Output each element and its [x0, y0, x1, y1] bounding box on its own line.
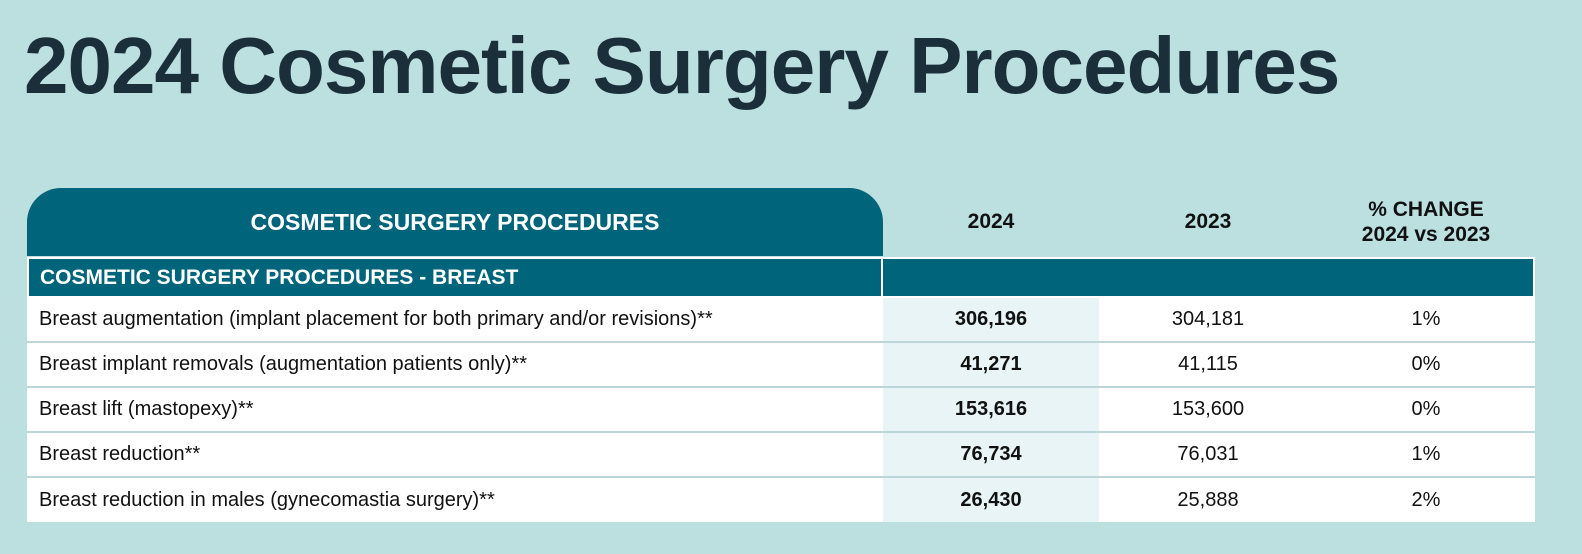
row-label: Breast reduction in males (gynecomastia …: [39, 488, 495, 511]
header-2024: 2024: [967, 210, 1015, 234]
header-percent-change-line1: % CHANGE: [1368, 197, 1484, 221]
table-row: Breast lift (mastopexy)** 153,616 153,60…: [27, 388, 1535, 433]
row-value-change: 1%: [1411, 443, 1441, 465]
section-row-breast: COSMETIC SURGERY PROCEDURES - BREAST: [27, 257, 1535, 298]
header-percent-change: % CHANGE 2024 vs 2023: [1317, 188, 1535, 256]
table-row: Breast augmentation (implant placement f…: [27, 298, 1535, 343]
row-value-change: 2%: [1411, 488, 1441, 511]
procedures-table: COSMETIC SURGERY PROCEDURES 2024 2023 % …: [27, 188, 1535, 522]
row-label: Breast augmentation (implant placement f…: [39, 308, 713, 330]
row-value-change: 1%: [1411, 308, 1441, 330]
row-label: Breast lift (mastopexy)**: [39, 398, 254, 420]
row-value-2023: 41,115: [1178, 353, 1238, 375]
header-2023: 2023: [1184, 210, 1232, 234]
table-header-row: COSMETIC SURGERY PROCEDURES 2024 2023 % …: [27, 188, 1535, 256]
table-row: Breast reduction in males (gynecomastia …: [27, 478, 1535, 522]
row-label: Breast implant removals (augmentation pa…: [39, 353, 528, 375]
row-value-2024: 41,271: [883, 343, 1099, 386]
table-row: Breast reduction** 76,734 76,031 1%: [27, 433, 1535, 478]
header-procedures: COSMETIC SURGERY PROCEDURES: [27, 188, 883, 256]
row-value-2023: 153,600: [1171, 398, 1245, 420]
section-fill: [883, 257, 1535, 298]
section-label: COSMETIC SURGERY PROCEDURES - BREAST: [27, 257, 883, 298]
row-value-2023: 304,181: [1171, 308, 1245, 330]
row-value-2024: 153,616: [883, 388, 1099, 431]
header-percent-change-line2: 2024 vs 2023: [1361, 223, 1491, 246]
row-value-2023: 25,888: [1177, 488, 1239, 511]
row-value-change: 0%: [1411, 353, 1441, 375]
row-value-2024: 26,430: [883, 478, 1099, 522]
row-value-2024: 306,196: [883, 298, 1099, 341]
row-value-2024: 76,734: [883, 433, 1099, 476]
table-row: Breast implant removals (augmentation pa…: [27, 343, 1535, 388]
page-title: 2024 Cosmetic Surgery Procedures: [24, 21, 1340, 110]
row-value-change: 0%: [1411, 398, 1441, 420]
row-label: Breast reduction**: [39, 443, 201, 465]
row-value-2023: 76,031: [1177, 443, 1239, 465]
